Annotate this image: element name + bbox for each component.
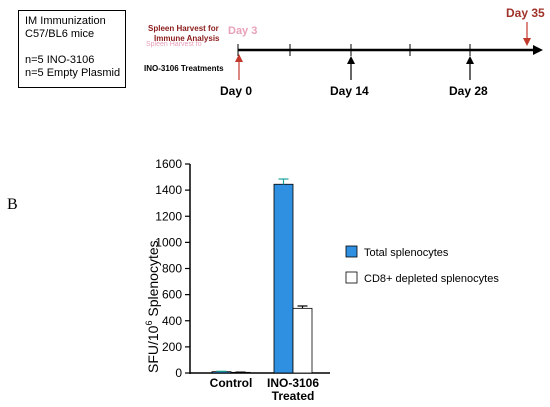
bar-chart: SFU/106 Splenocytes 0 200 400 600 800 1000 120… [144,157,499,403]
day35-label: Day 35 [506,6,545,20]
legend-swatch-0 [345,245,358,258]
y-tick-label-400: 400 [162,314,182,328]
spleen-harvest-label-2: Immune Analysis [154,34,220,43]
bars [211,178,313,374]
y-tick-label-200: 200 [162,340,182,354]
panel-label: B [7,196,18,213]
legend-swatch-1 [345,271,358,284]
immunization-info-box: IM Immunization C57/BL6 mice n=5 INO-310… [18,10,126,88]
y-tick-label-800: 800 [162,262,182,276]
error-bar-total-treated [278,178,289,185]
harvest-arrow-day35 [523,22,531,46]
y-axis-label-superscript: 6 [144,321,154,326]
box-line-strain: C57/BL6 mice [25,28,95,40]
spleen-harvest-label-1: Spleen Harvest for [148,24,219,33]
box-line-ino-group: n=5 INO-3106 [25,54,95,66]
bar-cd8-depleted-treated [292,307,313,374]
day0-label: Day 0 [220,84,252,98]
day28-label: Day 28 [449,84,488,98]
y-tick-label-1200: 1200 [155,209,182,223]
treatment-arrow-day0 [235,54,243,80]
y-tick-label-0: 0 [175,366,182,380]
y-axis-label-main: SFU/10 [145,325,161,373]
timeline-arrowhead [533,45,543,55]
x-tick-label-0-0: Control [210,376,253,390]
day14-label: Day 14 [330,84,369,98]
y-axis-label-tail: Splenocytes [145,240,161,320]
legend-label-0: Total splenocytes [364,247,449,259]
bar-total-treated [273,183,294,374]
svg-text:SFU/106 Splenocytes: SFU/106 Splenocytes [144,240,161,373]
treatment-arrow-day28 [466,56,474,80]
y-tick-label-1400: 1400 [155,183,182,197]
y-tick-label-1600: 1600 [155,157,182,171]
treatments-label: INO-3106 Treatments [144,64,224,73]
legend: Total splenocytes CD8+ depleted splenocyt… [345,245,499,285]
box-line-immunization: IM Immunization [25,15,106,27]
treatment-arrow-day14 [347,56,355,80]
ghost-day-label: Day 3 [228,25,257,37]
ghost-harvest-label: Spleen Harvest fo [146,41,202,48]
legend-label-1: CD8+ depleted splenocytes [364,273,499,285]
y-axis-label: SFU/106 Splenocytes [144,240,161,373]
error-bar-cd8-depleted-treated [297,305,308,309]
x-tick-label-1-0: INO-3106 [267,376,319,390]
y-tick-label-1000: 1000 [155,235,182,249]
x-tick-label-1-1: Treated [272,389,315,403]
timeline: Day 3 Spleen Harvest fo Spleen Harvest f… [144,6,545,98]
y-tick-label-600: 600 [162,288,182,302]
box-line-plasmid-group: n=5 Empty Plasmid [25,67,121,79]
